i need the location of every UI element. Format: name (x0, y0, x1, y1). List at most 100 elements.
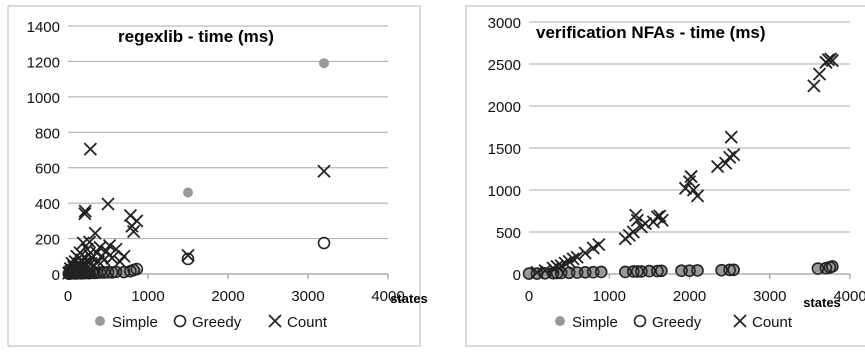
data-point-count (317, 164, 331, 178)
x-tick-label: 0 (64, 288, 72, 305)
y-tick-label: 3000 (488, 15, 521, 32)
y-tick-label: 2000 (488, 99, 521, 116)
series-count (530, 52, 839, 279)
data-point-count (102, 239, 117, 253)
data-point-greedy (101, 265, 115, 279)
x-axis-label: states (803, 295, 841, 310)
legend-marker-greedy (633, 314, 647, 328)
data-point-count-stroke (812, 67, 827, 81)
data-point-count-stroke (650, 210, 665, 224)
x-tick-label: 1000 (593, 288, 626, 305)
data-point-greedy (181, 252, 195, 266)
data-point-count-stroke (686, 183, 701, 197)
x-tick-label: 0 (525, 288, 533, 305)
data-point-count-stroke (530, 265, 544, 279)
legend-label-greedy: Greedy (192, 314, 242, 331)
data-point-count (550, 259, 564, 274)
data-point-count (653, 209, 667, 223)
data-point-count (807, 79, 821, 93)
legend-marker-greedy (173, 314, 187, 328)
data-point-greedy (586, 265, 600, 279)
x-tick-label: 3000 (753, 288, 786, 305)
data-point-count (678, 181, 693, 195)
y-tick-label: 400 (35, 196, 60, 213)
data-point-count-stroke (130, 214, 144, 228)
x-tick-label: 2000 (673, 288, 706, 305)
y-tick-label: 2500 (488, 57, 521, 74)
data-point-greedy (105, 266, 119, 279)
data-point-count-stroke (630, 213, 644, 227)
data-point-greedy (811, 262, 825, 275)
data-point-count (592, 237, 606, 252)
y-tick-label: 600 (35, 161, 60, 178)
legend-marker-simple (555, 316, 565, 326)
data-point-count-stroke (724, 130, 738, 144)
data-point-count-stroke (629, 208, 643, 222)
data-point-count (78, 204, 92, 218)
data-point-count-stroke (710, 159, 725, 174)
data-point-greedy (618, 265, 632, 279)
y-tick-label: 200 (35, 232, 60, 249)
data-point-count (727, 148, 741, 162)
data-point-count (113, 254, 127, 269)
data-point-count-stroke (562, 254, 576, 269)
data-point-count-stroke (117, 249, 131, 263)
data-point-count-stroke (558, 256, 572, 270)
data-point-greedy (594, 265, 608, 279)
y-tick-label: 1000 (488, 183, 521, 200)
data-point-count-stroke (78, 207, 92, 221)
data-point-count (558, 256, 572, 270)
data-point-count-stroke (80, 242, 94, 256)
data-point-count (821, 53, 835, 67)
y-tick-label: 0 (52, 267, 60, 284)
legend: Simple Greedy Count (555, 314, 793, 331)
data-point-greedy (317, 236, 331, 250)
x-tick-label: 3000 (291, 288, 324, 305)
data-point-count-stroke (78, 204, 92, 218)
data-point-greedy (727, 263, 740, 277)
data-point-greedy (655, 264, 668, 278)
y-tick-label: 0 (513, 267, 521, 284)
data-point-simple (183, 187, 193, 198)
data-point-count-stroke (105, 251, 119, 265)
data-point-count-stroke (317, 164, 331, 178)
data-point-count (578, 246, 592, 260)
data-point-count (566, 252, 580, 266)
legend-marker-count (733, 314, 747, 328)
legend-label-simple: Simple (112, 314, 158, 331)
data-point-count-stroke (655, 213, 669, 227)
x-tick-label: 1000 (131, 288, 164, 305)
data-point-greedy (683, 264, 696, 277)
data-point-simple (656, 265, 667, 276)
data-point-count-stroke (727, 148, 741, 162)
data-point-count (812, 67, 827, 81)
data-point-count (626, 225, 640, 239)
data-point-count (710, 159, 725, 174)
legend-marker-simple (95, 316, 105, 326)
data-point-count-stroke (682, 174, 697, 189)
chart-2: 0 500 1000 1500 2000 2500 3000 0 1000 2000 3000 400… (465, 5, 865, 347)
data-point-greedy (627, 265, 640, 278)
data-point-count-stroke (181, 248, 195, 263)
data-point-count-stroke (82, 235, 97, 249)
data-point-greedy (538, 267, 552, 280)
data-point-greedy (578, 266, 592, 279)
data-point-count-stroke (825, 54, 839, 68)
data-point-count (130, 214, 144, 228)
data-point-count-stroke (722, 150, 737, 164)
legend-marker-count-stroke (733, 314, 747, 328)
data-point-count (682, 174, 697, 189)
data-point-count (97, 253, 111, 267)
y-tick-label: 800 (35, 125, 60, 142)
data-point-count-stroke (570, 250, 584, 264)
data-point-count (101, 197, 115, 211)
data-point-count-stroke (109, 242, 123, 256)
data-point-greedy (130, 262, 144, 276)
legend: Simple Greedy Count (95, 314, 328, 331)
x-tick-label: 2000 (211, 288, 244, 305)
data-point-greedy (635, 265, 648, 278)
chart-title: verification NFAs - time (ms) (536, 23, 766, 42)
data-point-greedy (723, 263, 736, 277)
data-point-count (88, 226, 102, 240)
data-point-simple (728, 264, 739, 275)
